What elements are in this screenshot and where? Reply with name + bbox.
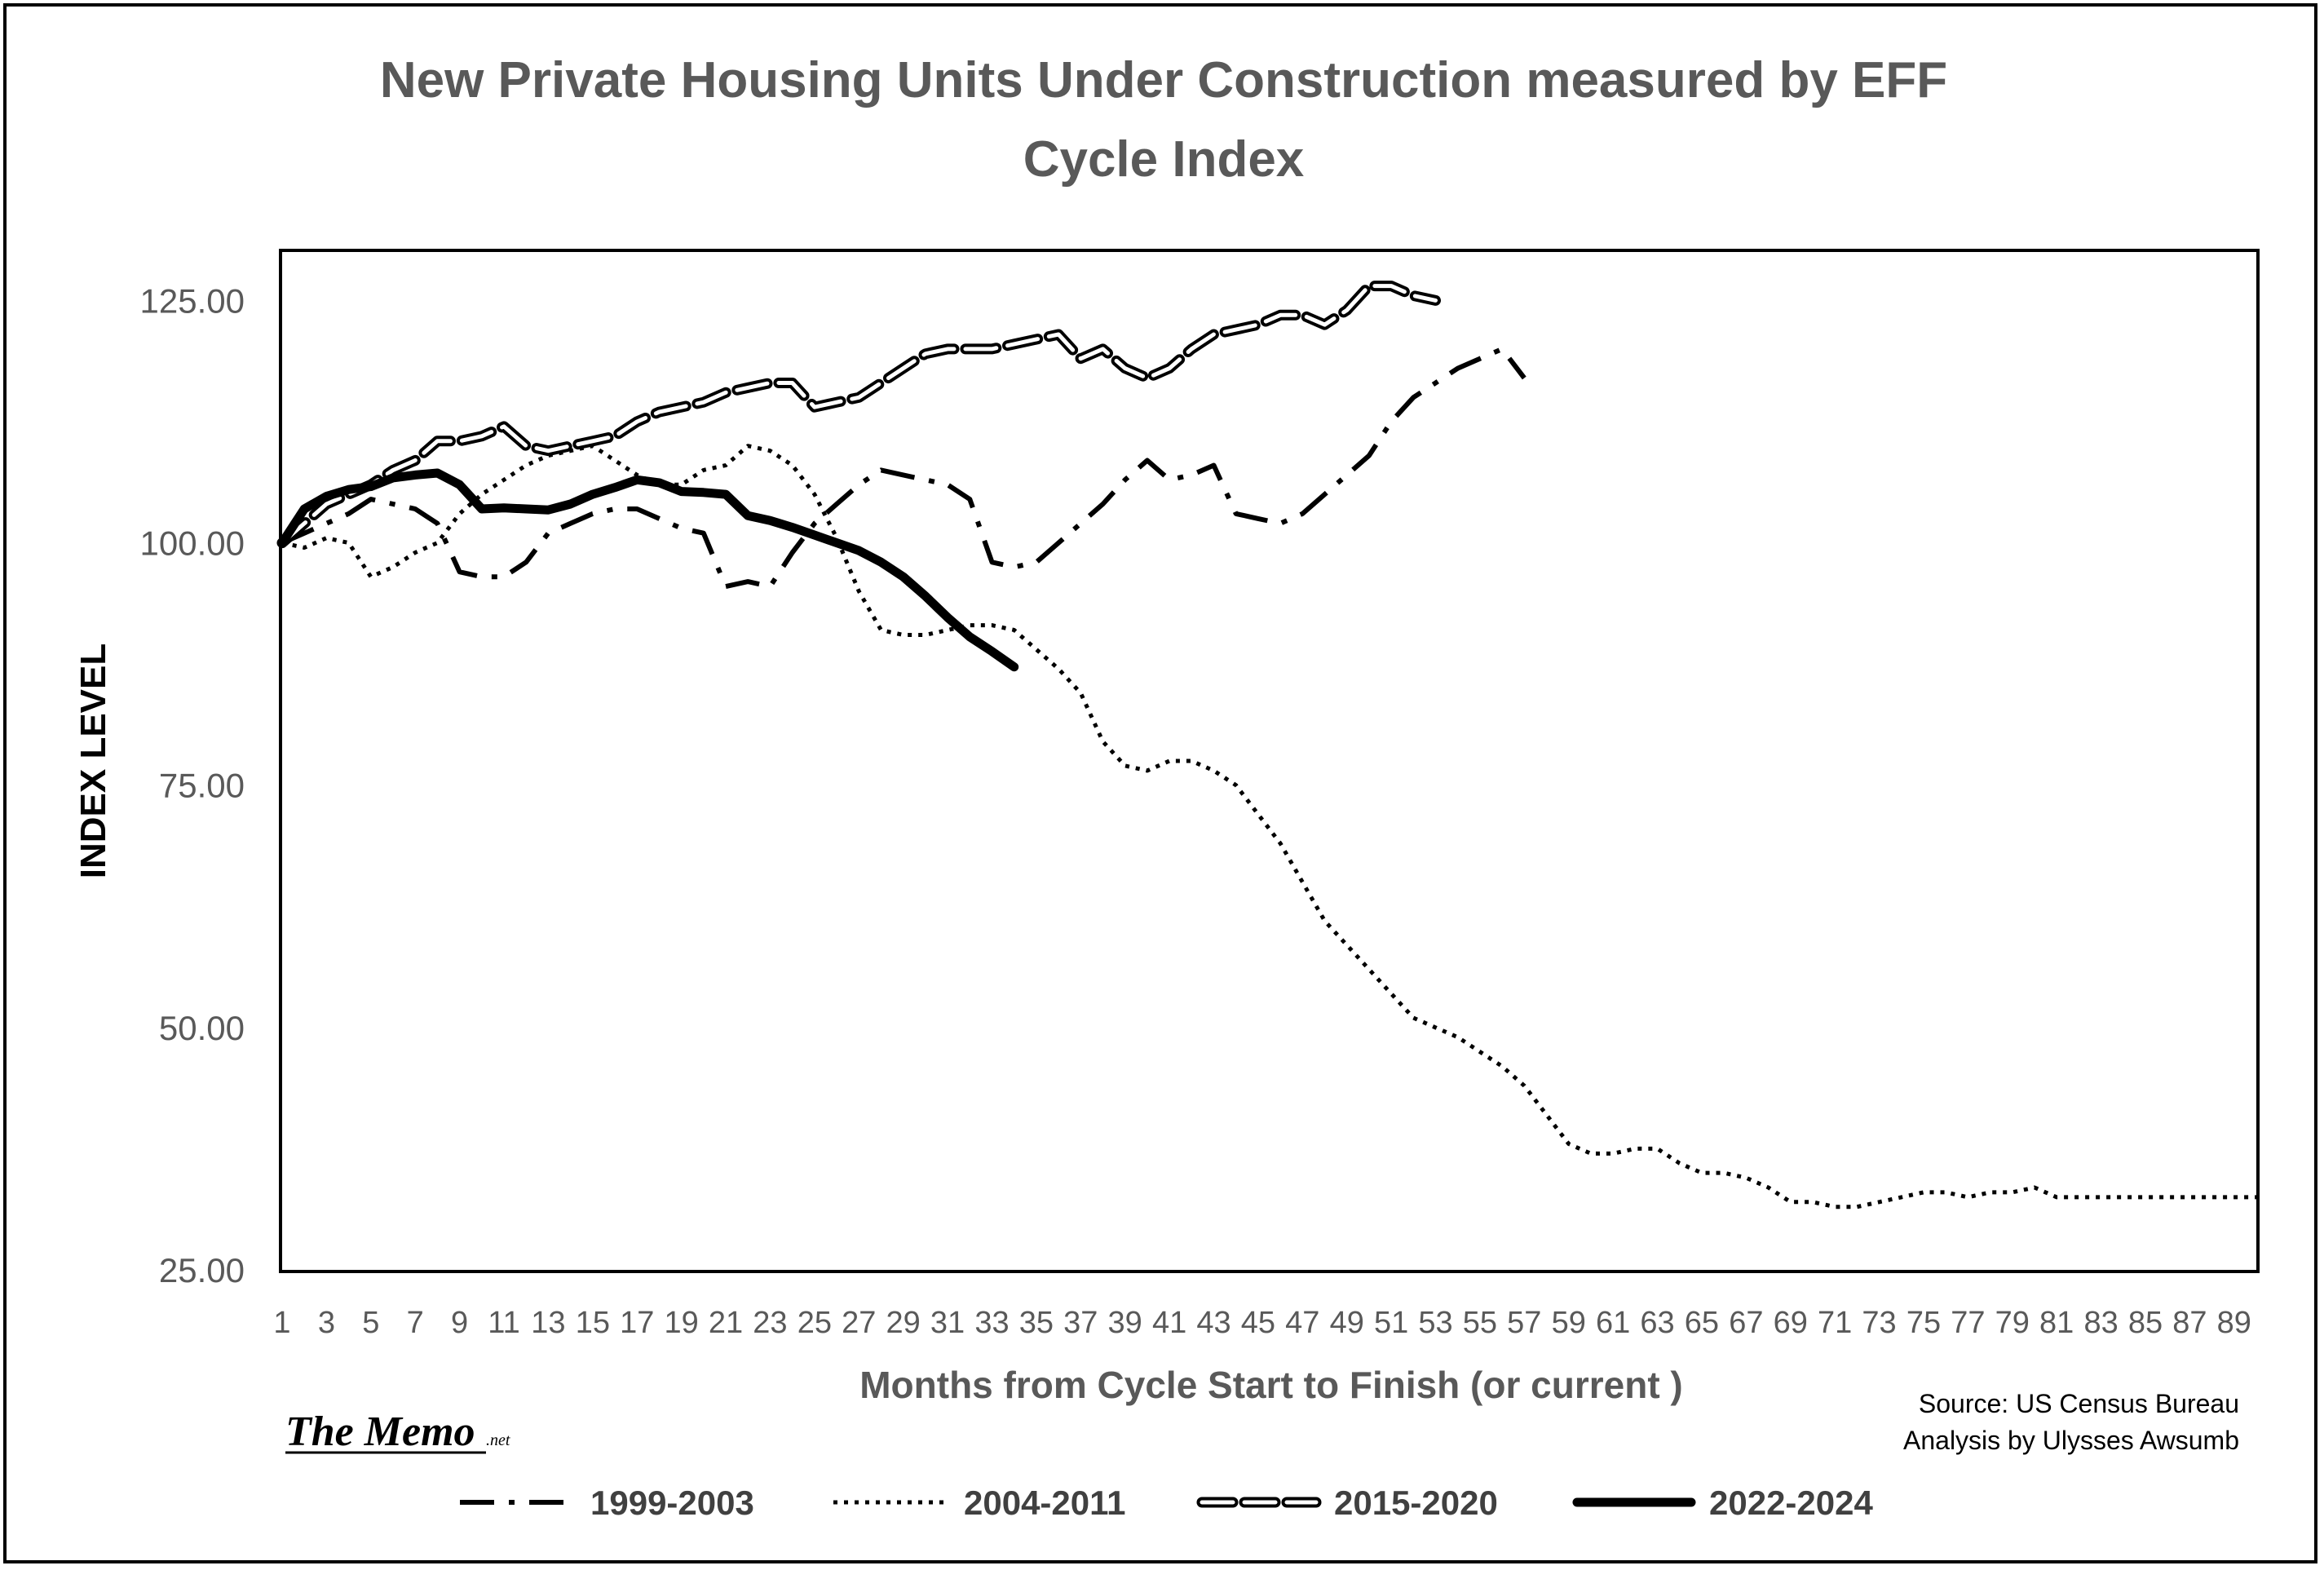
- legend-item: 1999-2003: [460, 1484, 754, 1522]
- source-line-1: Source: US Census Bureau: [1919, 1389, 2239, 1418]
- x-tick-label: 3: [318, 1306, 335, 1340]
- x-tick-label: 7: [407, 1306, 424, 1340]
- x-tick-label: 81: [2039, 1306, 2074, 1340]
- brand-logo: The Memo .net: [285, 1409, 510, 1455]
- legend-label: 2004-2011: [964, 1484, 1126, 1522]
- x-tick-label: 87: [2172, 1306, 2207, 1340]
- x-tick-label: 35: [1019, 1306, 1054, 1340]
- x-tick-label: 29: [886, 1306, 921, 1340]
- x-tick-label: 31: [930, 1306, 965, 1340]
- x-axis-ticks: 1 3 5 7 9 11 13 15 17 19 21 23 25 27 29 31 33 35 37 39 41 43 4…: [273, 1306, 2251, 1340]
- series-lines: [276, 281, 2256, 1210]
- x-tick-label: 83: [2083, 1306, 2118, 1340]
- y-axis-ticks: 125.00 100.00 75.00 50.00 25.00: [140, 281, 245, 1289]
- x-tick-label: 77: [1951, 1306, 1985, 1340]
- series-2015-2020: [276, 281, 1441, 549]
- source-line-2: Analysis by Ulysses Awsumb: [1903, 1426, 2239, 1455]
- x-tick-label: 1: [273, 1306, 290, 1340]
- y-tick-label: 100.00: [140, 524, 245, 563]
- x-tick-label: 43: [1196, 1306, 1230, 1340]
- x-tick-label: 61: [1596, 1306, 1630, 1340]
- series-line: [280, 284, 1438, 546]
- x-tick-label: 15: [576, 1306, 610, 1340]
- series-2022-2024: [277, 468, 1019, 672]
- x-tick-label: 39: [1108, 1306, 1142, 1340]
- x-tick-label: 37: [1063, 1306, 1098, 1340]
- x-tick-label: 71: [1818, 1306, 1852, 1340]
- series-1999-2003: [281, 346, 1527, 590]
- brand-suffix: .net: [486, 1431, 510, 1449]
- x-tick-label: 67: [1729, 1306, 1763, 1340]
- x-tick-label: 27: [842, 1306, 876, 1340]
- legend-item: 2004-2011: [833, 1484, 1126, 1522]
- series-line: [277, 468, 1019, 672]
- x-tick-label: 25: [797, 1306, 832, 1340]
- x-tick-label: 55: [1463, 1306, 1497, 1340]
- x-tick-label: 9: [451, 1306, 468, 1340]
- x-tick-label: 57: [1507, 1306, 1541, 1340]
- brand-name: The Memo: [285, 1409, 475, 1455]
- x-tick-label: 89: [2217, 1306, 2251, 1340]
- x-tick-label: 65: [1685, 1306, 1719, 1340]
- x-tick-label: 51: [1374, 1306, 1408, 1340]
- x-tick-label: 11: [488, 1306, 519, 1340]
- x-tick-label: 85: [2128, 1306, 2163, 1340]
- y-tick-label: 50.00: [159, 1009, 245, 1047]
- chart-title-line-2: Cycle Index: [1023, 131, 1305, 188]
- x-tick-label: 75: [1906, 1306, 1941, 1340]
- legend-label: 2015-2020: [1334, 1484, 1498, 1522]
- x-tick-label: 53: [1418, 1306, 1452, 1340]
- x-tick-label: 45: [1241, 1306, 1275, 1340]
- y-tick-label: 125.00: [140, 281, 245, 320]
- plot-area: [279, 249, 2260, 1273]
- x-tick-label: 49: [1330, 1306, 1364, 1340]
- x-tick-label: 19: [664, 1306, 698, 1340]
- legend-item: 2015-2020: [1196, 1484, 1498, 1522]
- series-line: [276, 281, 1441, 549]
- x-axis-label: Months from Cycle Start to Finish (or cu…: [859, 1364, 1683, 1406]
- y-tick-label: 75.00: [159, 767, 245, 805]
- chart-title-line-1: New Private Housing Units Under Construc…: [380, 52, 1947, 108]
- x-tick-label: 41: [1152, 1306, 1186, 1340]
- x-tick-label: 63: [1640, 1306, 1674, 1340]
- x-tick-label: 17: [620, 1306, 654, 1340]
- legend-label: 1999-2003: [590, 1484, 754, 1522]
- y-axis-label: INDEX LEVEL: [73, 643, 113, 879]
- series-2004-2011: [281, 444, 2256, 1210]
- x-tick-label: 69: [1774, 1306, 1808, 1340]
- legend-label: 2022-2024: [1709, 1484, 1873, 1522]
- x-tick-label: 23: [753, 1306, 787, 1340]
- x-tick-label: 21: [709, 1306, 743, 1340]
- legend: 1999-2003 2004-2011 2015-2020 2022-2024: [460, 1484, 1873, 1522]
- x-tick-label: 5: [362, 1306, 379, 1340]
- x-tick-label: 79: [1995, 1306, 2030, 1340]
- chart-frame: New Private Housing Units Under Construc…: [3, 3, 2317, 1563]
- series-line: [281, 444, 2256, 1210]
- x-tick-label: 73: [1862, 1306, 1896, 1340]
- x-tick-label: 13: [531, 1306, 565, 1340]
- x-tick-label: 33: [974, 1306, 1009, 1340]
- x-tick-label: 59: [1552, 1306, 1586, 1340]
- series-line: [281, 346, 1527, 590]
- x-tick-label: 47: [1285, 1306, 1319, 1340]
- y-tick-label: 25.00: [159, 1251, 245, 1289]
- chart-canvas: New Private Housing Units Under Construc…: [73, 52, 2260, 1522]
- legend-item: 2022-2024: [1572, 1484, 1873, 1522]
